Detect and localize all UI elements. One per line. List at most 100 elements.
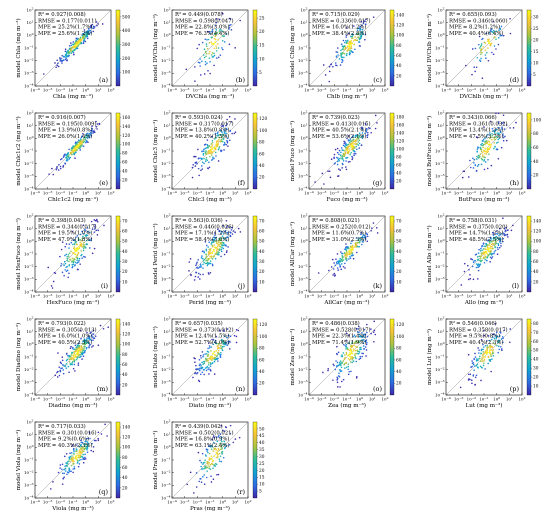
data-point (218, 460, 221, 462)
data-point (211, 52, 214, 54)
y-tick-exponent: 0 (169, 238, 171, 242)
y-tick-exponent: 2 (306, 7, 308, 11)
data-point (347, 40, 349, 42)
data-point (82, 349, 85, 351)
data-point (512, 127, 515, 129)
data-point (219, 140, 222, 143)
data-point (199, 278, 201, 280)
data-point (67, 152, 69, 155)
colorbar-tick-label: 20 (122, 383, 128, 388)
y-tick-label: 101 (26, 19, 33, 25)
data-point (203, 54, 205, 56)
data-point (344, 356, 346, 359)
data-point (214, 257, 217, 260)
colorbar-tick-label: 80 (396, 347, 402, 352)
colorbar-tick-label: 60 (259, 152, 265, 157)
y-tick-label: 100 (437, 341, 444, 347)
y-tick-exponent: −4 (303, 83, 308, 87)
y-tick-exponent: −4 (440, 289, 445, 293)
data-point (488, 351, 491, 353)
x-tick-exponent: −2 (472, 87, 477, 91)
data-point (339, 157, 341, 160)
data-point (342, 48, 345, 51)
y-tick-exponent: 0 (32, 238, 34, 242)
stat-text: RMSE = 0.373(0.012) (175, 326, 234, 333)
data-point (347, 143, 350, 146)
data-point (483, 245, 485, 248)
data-point (77, 354, 80, 356)
data-point (349, 255, 351, 258)
y-tick-exponent: 1 (169, 225, 171, 229)
y-tick-exponent: 0 (32, 444, 34, 448)
data-point (460, 284, 463, 286)
x-tick-exponent: 0 (498, 87, 500, 91)
data-point (372, 16, 375, 18)
data-point (195, 472, 198, 474)
data-point (74, 250, 77, 253)
stat-text: MPE = 16.0%(1.2%) (312, 24, 366, 31)
y-tick-exponent: 2 (443, 213, 445, 217)
y-tick-label: 101 (437, 19, 444, 25)
data-point (205, 353, 208, 355)
data-point (79, 356, 81, 359)
x-tick-label: 100 (493, 87, 500, 93)
data-point (339, 370, 342, 372)
data-point (201, 168, 204, 170)
y-tick-exponent: 1 (443, 328, 445, 332)
data-point (468, 269, 470, 271)
data-point (215, 50, 218, 52)
data-point (351, 158, 353, 161)
data-point (211, 246, 214, 248)
x-tick-exponent: −3 (185, 87, 190, 91)
data-point (375, 227, 378, 229)
data-point (195, 264, 197, 267)
x-tick-exponent: −2 (335, 190, 340, 194)
data-point (212, 450, 215, 452)
data-point (340, 362, 343, 365)
data-point (194, 275, 197, 278)
data-point (196, 372, 198, 375)
x-tick-exponent: −2 (472, 293, 477, 297)
data-point (206, 30, 209, 33)
x-axis-label: Lut (mg m⁻³) (466, 402, 503, 409)
x-tick-label: 10−4 (30, 396, 40, 402)
data-point (497, 36, 500, 39)
data-point (213, 354, 216, 356)
data-point (68, 272, 70, 275)
y-tick-exponent: 2 (32, 419, 34, 423)
data-point (194, 80, 196, 82)
x-tick-label: 10−4 (30, 87, 40, 93)
data-point (333, 262, 335, 264)
x-tick-exponent: 1 (100, 396, 102, 400)
data-point (89, 25, 92, 27)
y-tick-exponent: −1 (303, 354, 308, 358)
one-to-one-line (34, 9, 112, 87)
y-tick-label: 101 (163, 225, 170, 231)
data-point (335, 261, 338, 264)
colorbar-tick-label: 40 (396, 250, 402, 255)
colorbar-tick-label: 25 (259, 462, 265, 467)
x-tick-label: 10−2 (56, 87, 66, 93)
data-point (346, 52, 348, 55)
panel-label: (k) (373, 282, 382, 290)
data-point (84, 138, 87, 141)
data-point (199, 478, 202, 480)
data-point (185, 68, 188, 71)
x-tick-label: 100 (356, 87, 363, 93)
x-axis-label: Perid (mg m⁻³) (189, 299, 231, 306)
data-point (93, 26, 96, 28)
y-tick-exponent: 0 (443, 32, 445, 36)
x-tick-exponent: −2 (472, 190, 477, 194)
data-point (494, 243, 497, 245)
data-point (347, 151, 350, 154)
data-point (234, 118, 236, 120)
x-tick-exponent: −4 (35, 190, 40, 194)
data-point (67, 276, 69, 279)
x-tick-label: 10−4 (167, 293, 177, 299)
data-point (484, 255, 487, 258)
data-point (341, 255, 344, 257)
data-point (57, 352, 59, 354)
data-point (341, 252, 343, 255)
data-point (492, 20, 495, 23)
y-tick-label: 102 (163, 110, 170, 116)
